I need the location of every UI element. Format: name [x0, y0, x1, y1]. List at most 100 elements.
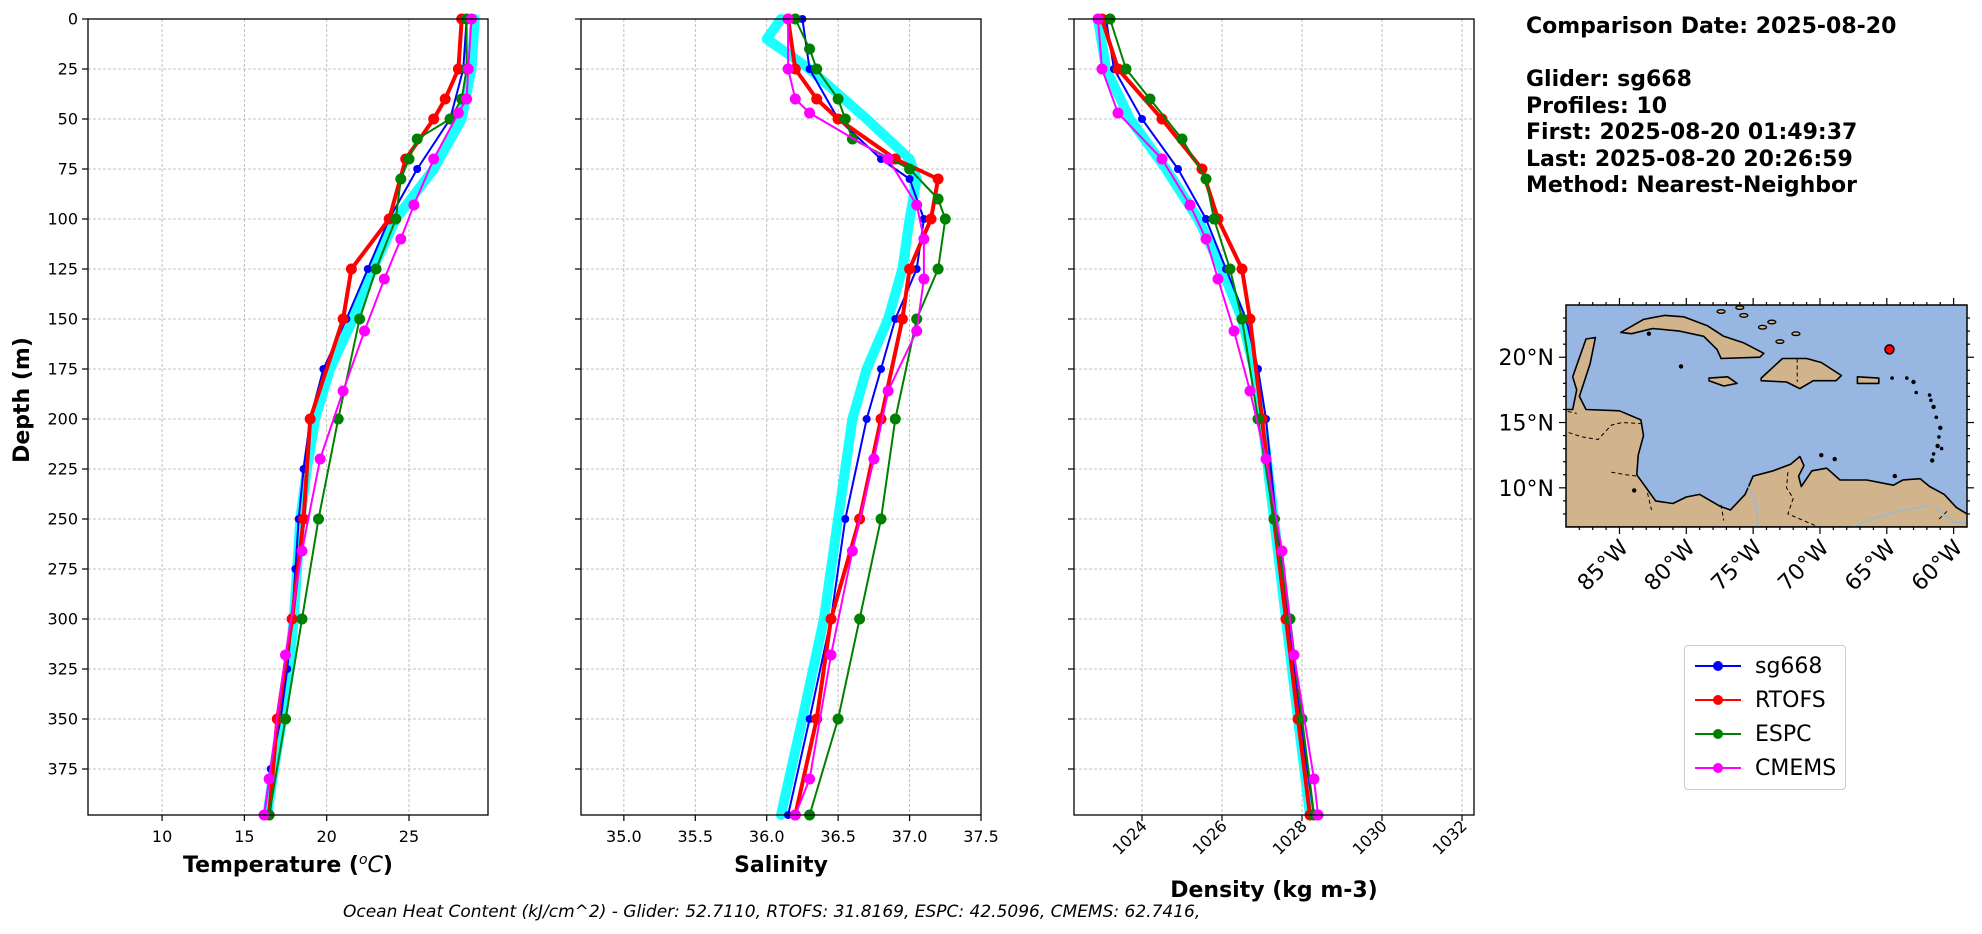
data-point-RTOFS	[452, 63, 464, 75]
y-tick-label: 75	[58, 160, 78, 179]
y-tick-label: 25	[58, 60, 78, 79]
data-point-sg668	[862, 415, 871, 423]
data-point-sg668	[413, 165, 422, 173]
data-point-ESPC	[1224, 263, 1236, 275]
data-point-ESPC	[839, 113, 851, 125]
data-point-CMEMS	[408, 199, 420, 211]
data-point-RTOFS	[337, 313, 349, 325]
small-island	[1819, 453, 1824, 458]
data-point-ESPC	[395, 173, 407, 185]
small-island	[1632, 488, 1637, 493]
x-tick-label: 37.0	[892, 827, 928, 846]
legend-item: CMEMS	[1695, 751, 1845, 785]
data-point-ESPC	[932, 263, 944, 275]
antilles-island	[1931, 452, 1936, 456]
y-tick-label: 0	[68, 10, 78, 29]
data-point-CMEMS	[1112, 107, 1124, 119]
unit-degree: o	[359, 852, 368, 868]
legend-label: RTOFS	[1755, 687, 1826, 713]
map-lon-label: 75°W	[1707, 535, 1768, 596]
x-tick-label: 36.5	[820, 827, 856, 846]
y-tick-label: 225	[47, 460, 78, 479]
river	[1745, 483, 1760, 527]
river	[1934, 506, 1967, 524]
first-time: First: 2025-08-20 01:49:37	[1526, 120, 1858, 145]
data-point-sg668	[905, 175, 914, 183]
y-tick-label: 275	[47, 560, 78, 579]
data-point-ESPC	[390, 213, 402, 225]
depth-axis-label: Depth (m)	[10, 337, 35, 463]
data-point-CMEMS	[337, 385, 349, 397]
legend: sg668 RTOFS ESPC CMEMS	[1684, 645, 1846, 790]
small-island	[1832, 456, 1837, 462]
river	[1853, 505, 1928, 527]
border	[1785, 472, 1819, 527]
antilles-island	[1937, 435, 1941, 439]
border	[1611, 471, 1637, 477]
map-lat-label: 10°N	[1499, 477, 1554, 502]
small-island	[1678, 364, 1684, 369]
glider-name: Glider: sg668	[1526, 67, 1692, 92]
x-tick-label: 35.0	[606, 827, 642, 846]
x-tick-label: 25	[399, 827, 419, 846]
data-point-sg668	[1138, 115, 1146, 123]
series-line-ESPC	[794, 18, 947, 816]
series-line-CMEMS	[1097, 18, 1319, 816]
border	[1566, 421, 1644, 441]
data-point-ESPC	[1208, 213, 1220, 225]
data-point-ESPC	[804, 43, 816, 55]
data-point-ESPC	[354, 313, 366, 325]
land-puerto-rico	[1856, 375, 1880, 385]
data-point-ESPC	[875, 513, 887, 525]
legend-item: RTOFS	[1695, 683, 1845, 717]
x-tick-label: 10	[152, 827, 172, 846]
data-point-CMEMS	[359, 325, 370, 337]
comparison-date: Comparison Date: 2025-08-20	[1526, 14, 1897, 39]
antilles-island	[1934, 415, 1939, 420]
data-point-CMEMS	[461, 93, 473, 105]
data-point-CMEMS	[1288, 649, 1300, 661]
x-tick-label: 1024	[1109, 816, 1151, 858]
axes-frame	[1073, 18, 1475, 816]
y-tick-label: 300	[47, 610, 78, 629]
data-point-CMEMS	[918, 273, 930, 285]
map-lon-label: 80°W	[1640, 535, 1701, 596]
x-tick-label: 1026	[1189, 816, 1231, 858]
legend-swatch	[1695, 695, 1741, 705]
series-line-glider-profiles	[1093, 14, 1315, 820]
salinity-panel: 35.0 35.5 36.0 36.5 37.0 37.5 Salinity	[575, 13, 999, 878]
x-axis-label: Temperature (oC)	[183, 852, 393, 878]
data-point-ESPC	[939, 213, 951, 225]
data-point-CMEMS	[1200, 233, 1212, 245]
data-point-ESPC	[932, 193, 944, 205]
antilles-island	[1905, 376, 1909, 380]
bahamas-island	[1739, 312, 1749, 318]
border	[1720, 504, 1725, 521]
data-point-CMEMS	[462, 63, 474, 75]
data-point-CMEMS	[280, 649, 291, 661]
axes-frame	[87, 18, 489, 816]
data-point-CMEMS	[452, 107, 464, 119]
land-hispaniola	[1760, 357, 1843, 390]
bahamas-island	[1775, 339, 1785, 345]
data-point-RTOFS	[811, 93, 823, 105]
map-lat-label: 15°N	[1499, 412, 1554, 437]
small-island	[1931, 404, 1936, 410]
data-point-ESPC	[313, 513, 324, 525]
small-island	[1935, 443, 1940, 449]
data-point-RTOFS	[896, 313, 908, 325]
x-tick-label: 36.0	[749, 827, 785, 846]
data-point-RTOFS	[298, 513, 310, 525]
legend-swatch	[1695, 729, 1741, 739]
map-area	[1566, 305, 1967, 527]
antilles-island	[1914, 390, 1918, 395]
legend-swatch	[1695, 763, 1741, 773]
bahamas-island	[1791, 331, 1801, 337]
data-point-CMEMS	[918, 233, 930, 245]
data-point-CMEMS	[804, 773, 816, 785]
data-point-sg668	[841, 515, 850, 523]
map-lat-label: 20°N	[1499, 346, 1554, 371]
data-point-RTOFS	[904, 263, 916, 275]
data-point-CMEMS	[428, 153, 440, 165]
